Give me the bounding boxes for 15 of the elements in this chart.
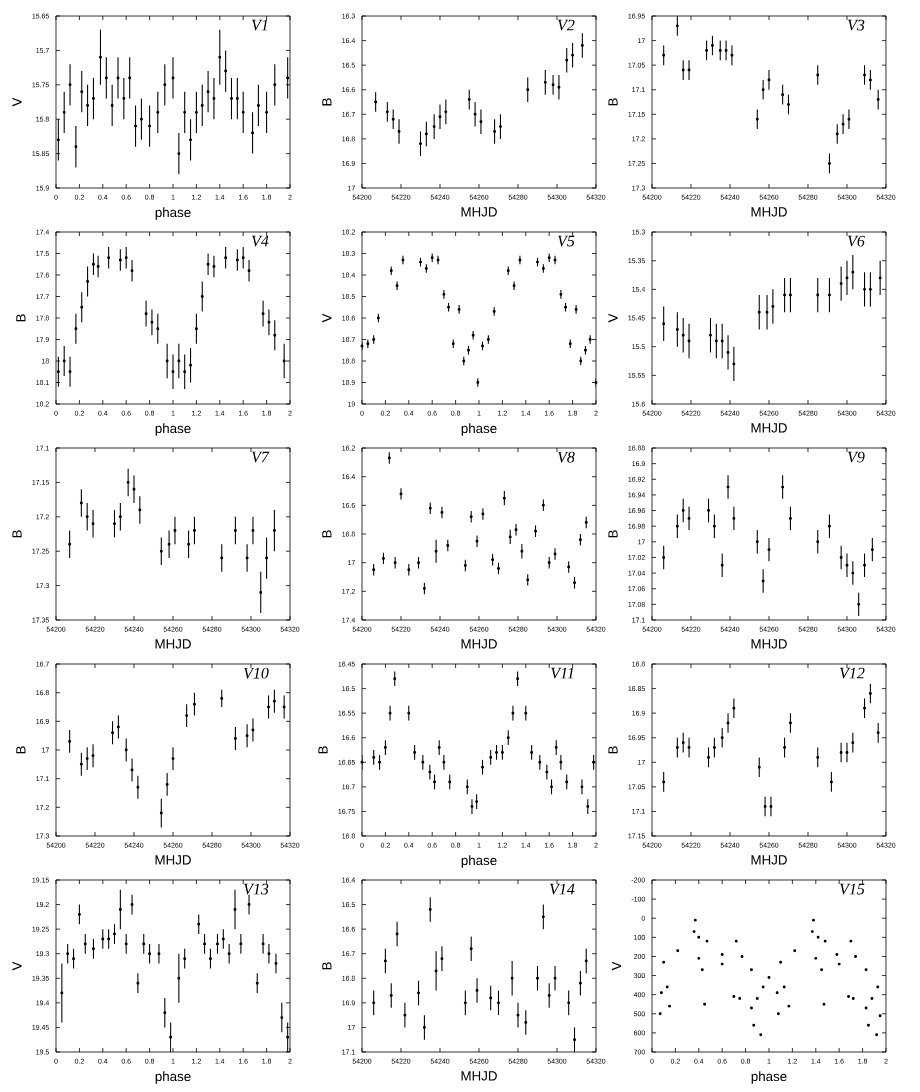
chart-title: V12 bbox=[839, 667, 865, 679]
chart-title: V14 bbox=[549, 883, 575, 895]
chart-title: V10 bbox=[243, 667, 269, 679]
chart-title: V15 bbox=[839, 883, 865, 895]
chart-title: V2 bbox=[557, 19, 575, 31]
chart-title: V5 bbox=[557, 235, 575, 247]
chart-title: V8 bbox=[557, 451, 575, 463]
chart-title: V9 bbox=[847, 451, 865, 463]
chart-title: V7 bbox=[251, 451, 270, 463]
chart-title: V11 bbox=[551, 667, 574, 679]
chart-title: V1 bbox=[251, 19, 268, 31]
chart-title: V3 bbox=[847, 19, 865, 31]
chart-title: V13 bbox=[243, 883, 269, 895]
chart-title: V6 bbox=[847, 235, 865, 247]
chart-title: V4 bbox=[251, 235, 269, 247]
